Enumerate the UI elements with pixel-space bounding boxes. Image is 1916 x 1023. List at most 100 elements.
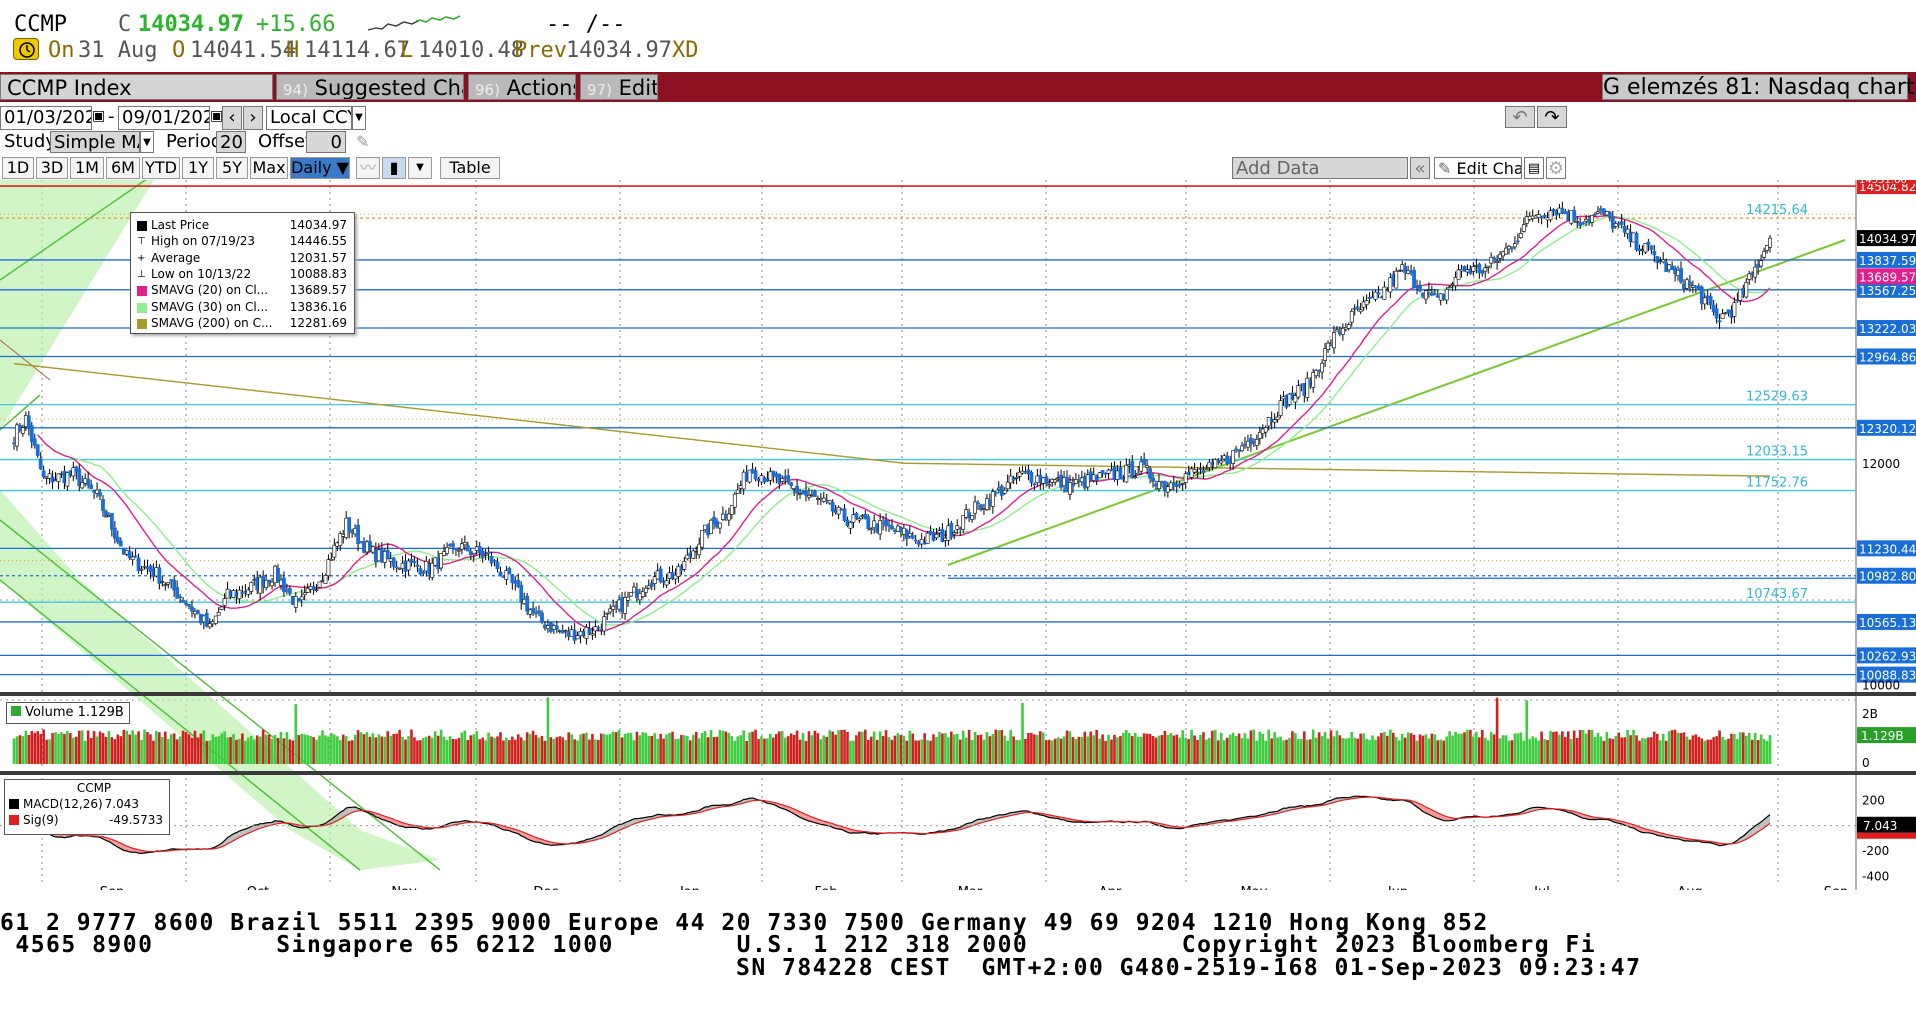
candle-body [1100,470,1105,474]
redo-icon[interactable]: ↷ [1537,106,1567,128]
volume-bar [668,733,671,764]
volume-bar [505,737,508,764]
prev-period-button[interactable]: ‹ [222,106,242,130]
dropdown-arrow-icon[interactable]: ▼ [408,157,432,179]
volume-legend-label: Volume 1.129B [25,705,124,720]
volume-bar [419,740,422,764]
volume-bar [508,740,511,764]
candle-body [1720,313,1725,319]
range-tab-5y[interactable]: 5Y [216,157,248,179]
volume-bar [1721,736,1724,764]
candle-body [1305,377,1310,398]
volume-bar [1145,733,1149,764]
volume-bar [1691,735,1695,764]
legend-swatch [137,318,147,329]
volume-bar [1765,740,1769,764]
volume-bar [107,731,111,764]
volume-bar [1009,730,1012,764]
end-date-field[interactable]: 09/01/2023 [118,106,210,130]
volume-bar [549,737,553,764]
volume-bar [1211,730,1214,764]
next-period-button[interactable]: › [243,106,263,130]
candle-body [139,568,144,571]
add-data-input[interactable]: Add Data [1232,157,1408,179]
currency-select[interactable]: Local CCY [266,106,352,130]
volume-bar [1501,735,1505,764]
dropdown-arrow-icon[interactable]: ▼ [140,131,154,153]
edit-menu[interactable]: 97) Edit ▼ [580,74,658,100]
volume-bar [69,733,72,764]
study-select[interactable]: Simple MA [50,131,140,153]
volume-bar [1074,738,1078,764]
volume-bar [1661,734,1665,764]
volume-bar [226,737,229,764]
volume-bar [1409,733,1413,764]
chart-settings-icon[interactable]: ▤ [1524,157,1544,179]
level-label: 12529.63 [1746,390,1808,405]
volume-bar [1424,734,1428,764]
volume-bar [205,740,209,764]
security-field[interactable]: CCMP Index [0,74,273,100]
candle-body [1610,216,1615,229]
candle-body [459,543,464,550]
volume-bar [970,740,974,764]
range-tab-max[interactable]: Max [250,157,288,179]
candle-chart-icon[interactable]: ▮ [382,157,406,179]
candle-body [673,574,678,580]
range-tab-1y[interactable]: 1Y [182,157,214,179]
candle-body [1011,477,1016,481]
volume-bar [1397,740,1401,764]
dropdown-arrow-icon[interactable]: ▼ [352,106,366,130]
volume-bar [143,729,146,764]
calendar-icon[interactable]: ▣ [92,108,106,124]
volume-bar [1308,739,1312,764]
range-tab-6m[interactable]: 6M [106,157,140,179]
volume-bar [241,733,244,764]
volume-bar [1682,732,1686,764]
volume-bar [1664,740,1668,764]
undo-icon[interactable]: ↶ [1505,106,1535,128]
macd-fill [1434,811,1438,819]
candle-body [1323,348,1327,361]
candle-body [418,568,423,575]
candle-body [1376,292,1381,295]
table-button[interactable]: Table [440,157,500,179]
candle-body [415,564,420,567]
start-date-field[interactable]: 01/03/2022 [0,106,92,130]
edit-chart-button[interactable]: ✎ Edit Chart [1434,157,1522,179]
offset-input[interactable]: 0 [306,131,346,153]
gear-icon[interactable]: ⚙ [1546,157,1566,179]
volume-bar [810,735,814,764]
legend-swatch [137,221,147,231]
volume-bar [576,740,579,764]
range-tab-ytd[interactable]: YTD [142,157,180,179]
volume-bar [247,737,250,764]
line-chart-icon[interactable]: 〰 [356,157,380,179]
actions-menu[interactable]: 96) Actions ▼ [468,74,576,100]
candle-body [184,603,188,605]
volume-bar [1472,736,1475,764]
volume-bar [1240,738,1244,764]
candle-body [1607,212,1612,218]
volume-bar [92,731,96,764]
candle-body [332,544,337,558]
volume-bar [416,740,419,764]
candle-body [907,533,912,537]
candle-body [326,559,331,576]
period-input[interactable]: 20 [216,131,246,153]
calendar-icon[interactable]: ▣ [210,108,224,124]
candle-body [658,568,663,583]
pencil-icon[interactable]: ✎ [356,132,370,151]
volume-bar [688,740,692,764]
frequency-select[interactable]: Daily ▼ [290,157,350,179]
range-tab-1m[interactable]: 1M [70,157,104,179]
candle-body [854,512,859,519]
volume-bar [843,729,846,764]
collapse-icon[interactable]: « [1410,157,1430,179]
suggested-charts-menu[interactable]: 94) Suggested Charts ▼ [276,74,464,100]
range-tab-1d[interactable]: 1D [2,157,34,179]
range-tab-3d[interactable]: 3D [36,157,68,179]
volume-bar [448,736,452,764]
volume-bar [1756,740,1760,764]
edit-chart-label: Edit Chart [1456,159,1522,178]
